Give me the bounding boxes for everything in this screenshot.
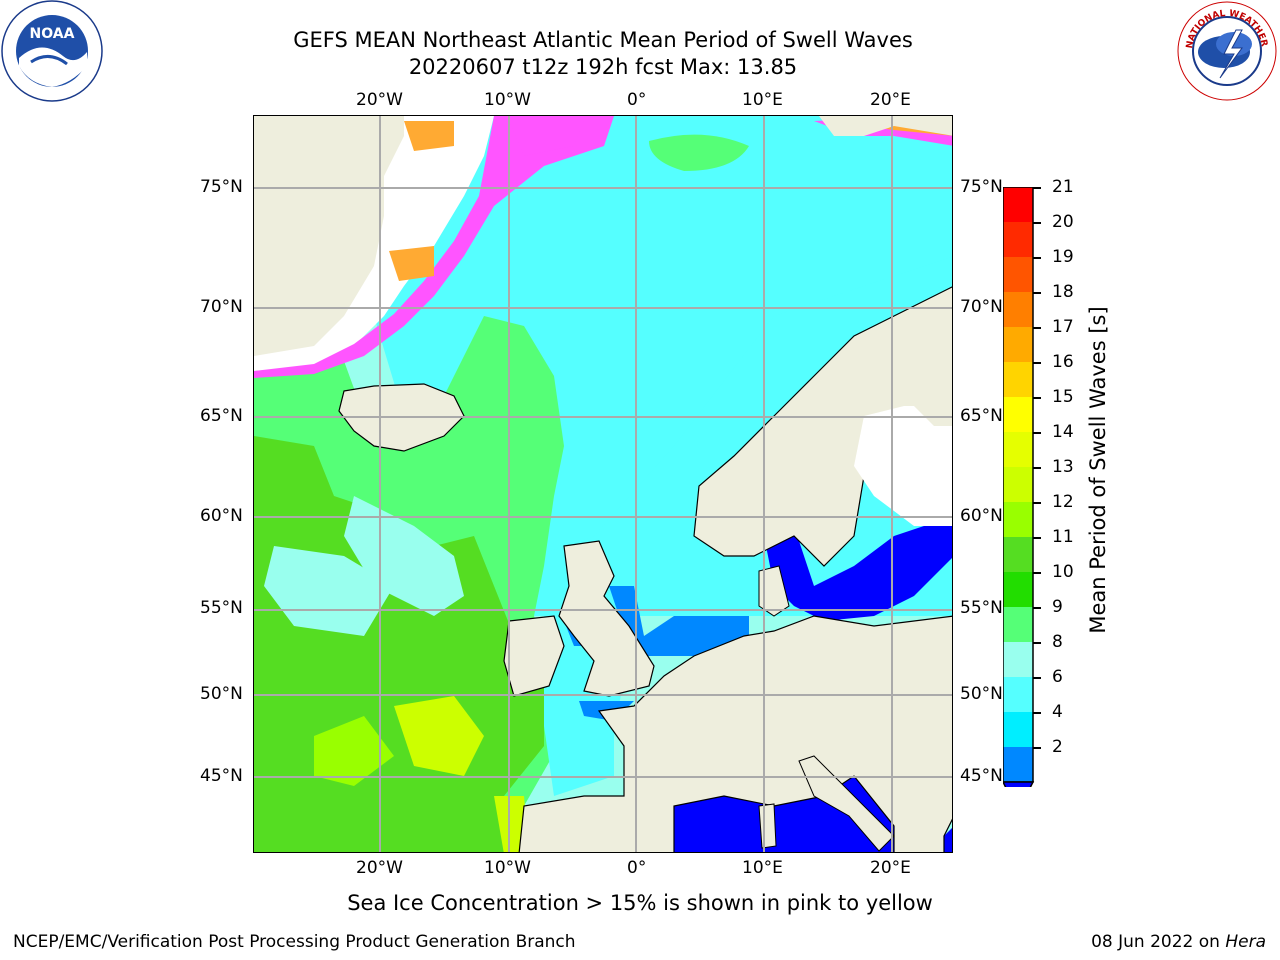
- colorbar-segment: [1003, 747, 1033, 782]
- colorbar-tick: [1033, 502, 1041, 504]
- nws-logo: NATIONAL WEATHER SERVICE: [1173, 0, 1278, 102]
- colorbar-tick-label: 9: [1052, 597, 1063, 617]
- colorbar-tick: [1033, 607, 1041, 609]
- footer-date: 08 Jun 2022 on Hera: [1091, 932, 1266, 952]
- colorbar-tick-label: 11: [1052, 527, 1074, 547]
- lat-label-right: 65°N: [960, 406, 1003, 426]
- colorbar-tick-label: 10: [1052, 562, 1074, 582]
- colorbar-tick: [1033, 292, 1041, 294]
- colorbar-tick: [1033, 257, 1041, 259]
- lat-label-left: 65°N: [200, 406, 243, 426]
- colorbar-segment: [1003, 572, 1033, 607]
- colorbar-tick: [1033, 572, 1041, 574]
- colorbar-segment: [1003, 642, 1033, 677]
- colorbar-extend-arrow: [1001, 781, 1035, 814]
- map-canvas: [254, 116, 952, 852]
- colorbar-tick: [1033, 642, 1041, 644]
- colorbar-tick: [1033, 222, 1041, 224]
- colorbar-segment: [1003, 362, 1033, 397]
- lat-label-right: 75°N: [960, 177, 1003, 197]
- colorbar-segment: [1003, 327, 1033, 362]
- colorbar-tick: [1033, 677, 1041, 679]
- colorbar-tick-label: 21: [1052, 177, 1074, 197]
- colorbar-segment: [1003, 432, 1033, 467]
- colorbar-tick: [1033, 432, 1041, 434]
- lon-label-top: 20°W: [356, 90, 403, 110]
- colorbar-tick-label: 14: [1052, 422, 1074, 442]
- colorbar-segment: [1003, 257, 1033, 292]
- lon-label-bottom: 10°E: [742, 858, 783, 878]
- lat-label-left: 60°N: [200, 506, 243, 526]
- lat-label-left: 70°N: [200, 297, 243, 317]
- colorbar-segment: [1003, 607, 1033, 642]
- lat-label-right: 70°N: [960, 297, 1003, 317]
- footer-system: Hera: [1225, 932, 1266, 952]
- map-title: GEFS MEAN Northeast Atlantic Mean Period…: [293, 28, 913, 52]
- noaa-logo-text: NOAA: [30, 26, 75, 42]
- lon-label-bottom: 20°W: [356, 858, 403, 878]
- colorbar-label: Mean Period of Swell Waves [s]: [1086, 306, 1110, 634]
- colorbar-tick: [1033, 712, 1041, 714]
- colorbar-tick-label: 13: [1052, 457, 1074, 477]
- lat-label-left: 55°N: [200, 598, 243, 618]
- colorbar-tick-label: 19: [1052, 247, 1074, 267]
- lat-label-right: 55°N: [960, 598, 1003, 618]
- colorbar-tick-label: 15: [1052, 387, 1074, 407]
- lat-label-right: 50°N: [960, 684, 1003, 704]
- colorbar-segment: [1003, 187, 1033, 222]
- colorbar-tick-label: 20: [1052, 212, 1074, 232]
- colorbar-segment: [1003, 292, 1033, 327]
- lon-label-bottom: 20°E: [870, 858, 911, 878]
- colorbar-tick: [1033, 747, 1041, 749]
- colorbar-tick: [1033, 467, 1041, 469]
- colorbar-tick-label: 16: [1052, 352, 1074, 372]
- colorbar-tick-label: 18: [1052, 282, 1074, 302]
- lon-label-top: 0°: [627, 90, 647, 110]
- colorbar-tick-label: 17: [1052, 317, 1074, 337]
- colorbar-tick-label: 8: [1052, 632, 1063, 652]
- lat-label-left: 75°N: [200, 177, 243, 197]
- map-panel: [253, 115, 953, 853]
- colorbar-segment: [1003, 712, 1033, 747]
- colorbar-tick: [1033, 537, 1041, 539]
- colorbar-segment: [1003, 677, 1033, 712]
- colorbar-tick: [1033, 362, 1041, 364]
- colorbar-segment: [1003, 467, 1033, 502]
- lat-label-right: 60°N: [960, 506, 1003, 526]
- sea-ice-note: Sea Ice Concentration > 15% is shown in …: [347, 891, 933, 915]
- colorbar-tick-label: 12: [1052, 492, 1074, 512]
- colorbar-segment: [1003, 222, 1033, 257]
- colorbar: [1001, 186, 1035, 814]
- lon-label-top: 10°W: [484, 90, 531, 110]
- footer-credit: NCEP/EMC/Verification Post Processing Pr…: [13, 932, 576, 952]
- lat-label-left: 50°N: [200, 684, 243, 704]
- colorbar-tick: [1033, 397, 1041, 399]
- noaa-logo: NOAA: [1, 0, 103, 102]
- colorbar-segment: [1003, 537, 1033, 572]
- lon-label-top: 20°E: [870, 90, 911, 110]
- lat-label-left: 45°N: [200, 766, 243, 786]
- colorbar-segment: [1003, 397, 1033, 432]
- map-subtitle: 20220607 t12z 192h fcst Max: 13.85: [408, 55, 798, 79]
- footer-date-text: 08 Jun 2022 on: [1091, 932, 1226, 952]
- colorbar-tick: [1033, 187, 1041, 189]
- lon-label-top: 10°E: [742, 90, 783, 110]
- colorbar-tick-label: 6: [1052, 667, 1063, 687]
- lon-label-bottom: 0°: [627, 858, 647, 878]
- lon-label-bottom: 10°W: [484, 858, 531, 878]
- colorbar-tick: [1033, 327, 1041, 329]
- colorbar-tick-label: 2: [1052, 737, 1063, 757]
- colorbar-segment: [1003, 502, 1033, 537]
- colorbar-tick-label: 4: [1052, 702, 1063, 722]
- lat-label-right: 45°N: [960, 766, 1003, 786]
